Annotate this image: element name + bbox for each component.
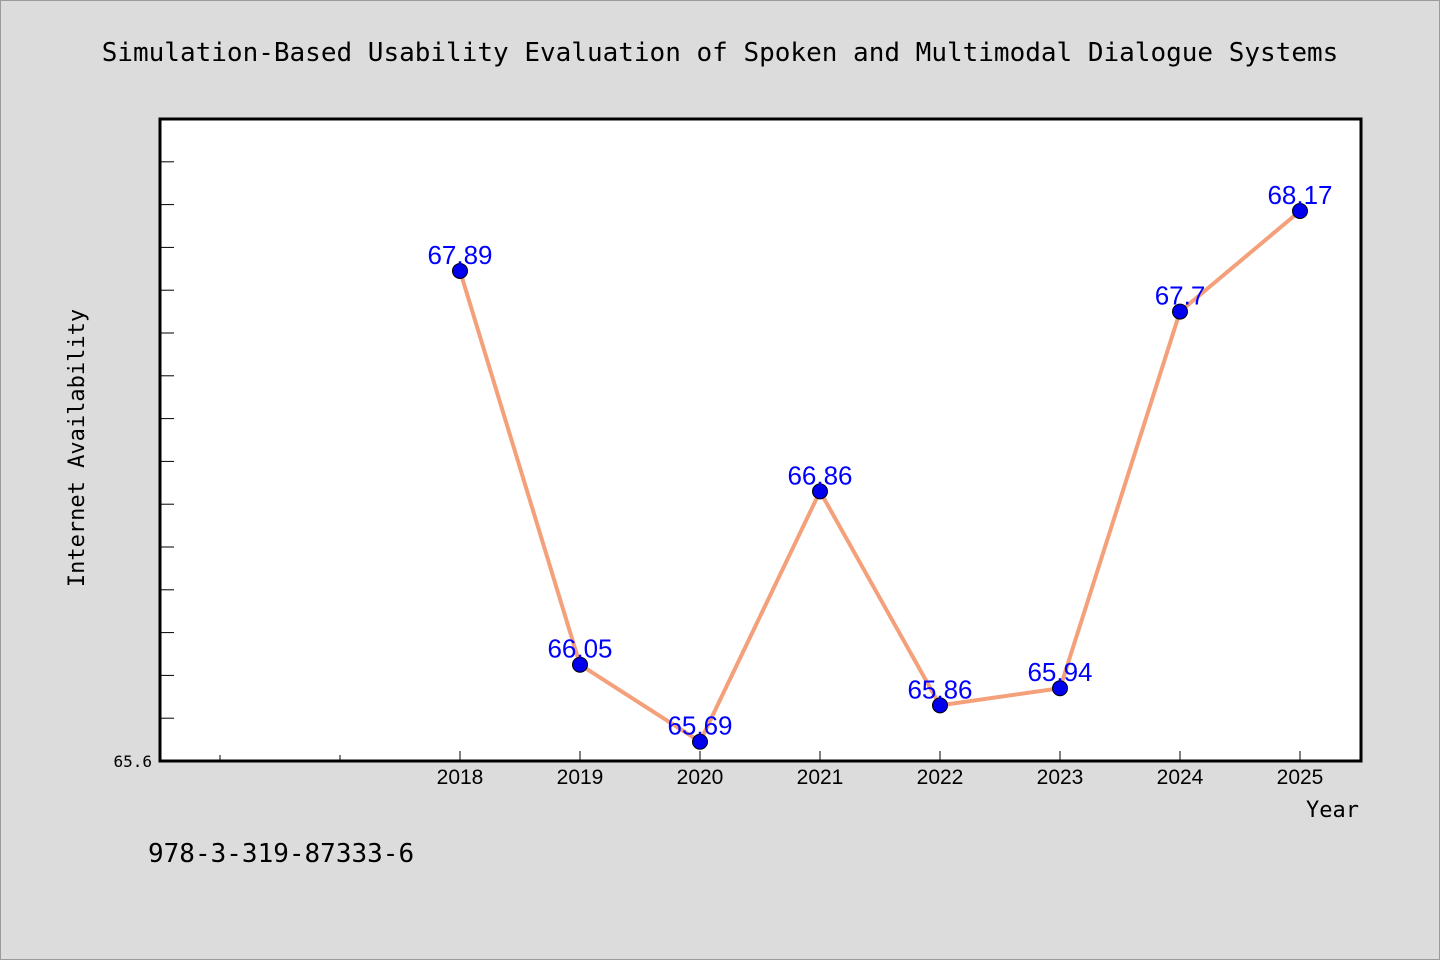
data-label: 65.94 [1027,657,1092,687]
x-axis-label: Year [1306,798,1359,823]
data-point [1052,680,1068,697]
data-label: 66.05 [547,634,612,664]
isbn-text: 978-3-319-87333-6 [148,839,414,869]
data-point [572,656,588,673]
x-tick-label: 2023 [1037,766,1084,789]
data-point [452,262,468,279]
data-point [1172,303,1188,320]
y-axis-label: Internet Availability [65,309,90,587]
data-label: 67.7 [1155,281,1206,311]
series-line [458,209,1302,744]
data-label: 65.86 [907,674,972,704]
x-tick-label: 2018 [437,766,484,789]
plot-area [158,117,1363,763]
y-axis-ticks: 65.6 [113,118,174,771]
x-tick-label: 2024 [1157,766,1204,789]
data-point [812,483,828,500]
data-label: 65.69 [667,711,732,741]
x-axis-ticks: 2018 2019 2020 2021 2022 2023 2024 2025 [219,751,1324,789]
data-label: 68.17 [1267,180,1332,210]
x-tick-label: 2019 [557,766,604,789]
data-label: 66.86 [787,460,852,490]
x-tick-label: 2020 [677,766,724,789]
data-point [932,697,948,714]
y-tick-label: 65.6 [113,752,152,771]
data-label: 67.89 [427,240,492,270]
data-point [1292,203,1308,220]
x-tick-label: 2021 [797,766,844,789]
data-point [692,733,708,750]
series-layer: 67.89 66.05 65.69 66.86 65.86 65.94 67.7 68.17 [427,180,1333,750]
x-tick-label: 2022 [917,766,964,789]
x-tick-label: 2025 [1277,766,1324,789]
chart-title: Simulation-Based Usability Evaluation of… [102,38,1339,68]
